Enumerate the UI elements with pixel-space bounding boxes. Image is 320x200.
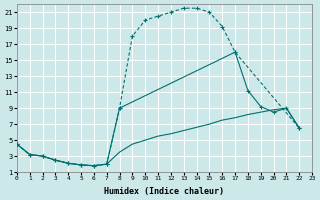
X-axis label: Humidex (Indice chaleur): Humidex (Indice chaleur) (104, 187, 224, 196)
